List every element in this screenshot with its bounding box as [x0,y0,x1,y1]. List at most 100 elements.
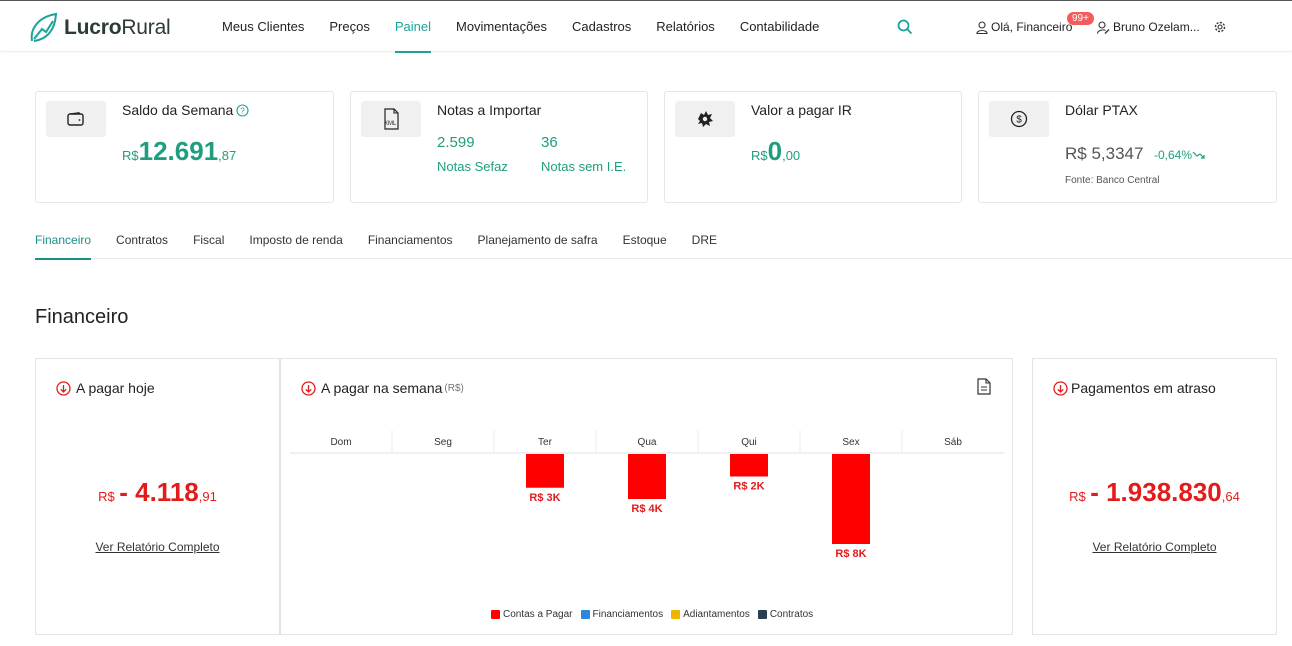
nav-contabilidade[interactable]: Contabilidade [739,19,820,34]
svg-text:?: ? [241,106,246,115]
arrow-down-circle-icon [1053,380,1068,396]
hoje-integer: - 4.118 [119,477,199,507]
hoje-title: A pagar hoje [76,380,155,396]
atraso-report-link[interactable]: Ver Relatório Completo [1092,540,1217,554]
help-icon[interactable]: ? [236,103,249,117]
saldo-title: Saldo da Semana [122,102,234,118]
wallet-icon-box [46,101,106,137]
gear-icon[interactable] [1214,21,1226,33]
nav-painel[interactable]: Painel [394,1,432,53]
main-nav: Meus Clientes Preços Painel Movimentaçõe… [222,1,844,53]
dolar-title: Dólar PTAX [1065,102,1138,118]
user-icon [976,20,988,34]
nav-meus-clientes[interactable]: Meus Clientes [222,19,305,34]
ir-integer: 0 [767,136,783,166]
panel-pagamentos-atraso: Pagamentos em atraso R$ - 1.938.830,64 V… [1032,358,1277,635]
legend-item-adiantamentos[interactable]: Adiantamentos [671,609,750,620]
dolar-change-text: -0,64% [1154,148,1193,162]
card-notas-importar[interactable]: XML Notas a Importar 2.599 Notas Sefaz 3… [350,91,648,203]
top-navbar: LucroRural Meus Clientes Preços Painel M… [0,0,1292,53]
tab-fiscal[interactable]: Fiscal [193,233,225,247]
xml-icon-box: XML [361,101,421,137]
arrow-down-circle-icon [56,380,71,396]
atraso-value: R$ - 1.938.830,64 [1033,477,1276,508]
legend-swatch [580,610,590,619]
tab-planejamento-safra[interactable]: Planejamento de safra [477,233,598,247]
nav-cadastros[interactable]: Cadastros [572,19,632,34]
panel-a-pagar-semana: A pagar na semana (R$) [280,358,1013,635]
notification-badge: 99+ [1067,12,1094,25]
notas-sem-ie-label: Notas sem I.E. [541,159,627,174]
card-valor-ir: Valor a pagar IR R$ 0 ,00 [664,91,962,203]
legend-label: Contas a Pagar [503,609,573,620]
panel-title: Pagamentos em atraso [1053,380,1216,396]
legend-label: Contratos [769,609,814,620]
saldo-value: R$ 12.691 ,87 [122,136,236,167]
legend-item-contas[interactable]: Contas a Pagar [491,609,573,620]
notas-sem-ie-count: 36 [541,134,558,151]
legend-swatch [757,610,767,619]
atraso-title: Pagamentos em atraso [1071,380,1216,396]
arrow-down-circle-icon [301,380,316,396]
notas-title: Notas a Importar [437,102,542,118]
lion-icon-box [675,101,735,137]
client-selector[interactable]: Bruno Ozelam... [1097,20,1200,34]
ir-title: Valor a pagar IR [751,102,852,118]
report-doc-icon[interactable] [977,378,991,395]
svg-text:$: $ [1016,115,1022,126]
logo-icon [30,12,58,42]
tab-dre[interactable]: DRE [691,233,717,247]
atraso-integer: - 1.938.830 [1090,477,1222,507]
trend-down-icon [1192,151,1205,159]
logo[interactable]: LucroRural [28,10,171,46]
tab-contratos[interactable]: Contratos [116,233,169,247]
user-edit-icon [1097,20,1110,34]
tab-financiamentos[interactable]: Financiamentos [367,233,453,247]
tab-imposto-renda[interactable]: Imposto de renda [249,233,343,247]
saldo-integer: 12.691 [138,136,219,166]
saldo-decimals: ,87 [218,148,237,163]
hoje-report-link[interactable]: Ver Relatório Completo [95,540,220,554]
search-icon[interactable] [897,19,913,35]
tab-financeiro[interactable]: Financeiro [35,222,92,260]
atraso-decimals: ,64 [1221,489,1240,504]
nav-relatorios[interactable]: Relatórios [656,19,715,34]
panel-title: A pagar na semana (R$) [301,380,464,396]
legend-swatch [491,610,500,619]
nav-precos[interactable]: Preços [329,19,370,34]
user-greeting: Olá, Financeiro [991,20,1073,34]
dashboard-tabs: Financeiro Contratos Fiscal Imposto de r… [35,222,1292,260]
dollar-coin-icon: $ [1010,110,1028,128]
ir-currency: R$ [751,148,768,163]
panel-a-pagar-hoje: A pagar hoje R$ - 4.118,91 Ver Relatório… [35,358,280,635]
nav-movimentacoes[interactable]: Movimentações [455,19,548,34]
xml-file-icon [384,108,399,130]
hoje-decimals: ,91 [198,489,217,504]
dollar-icon-box: $ [989,101,1049,137]
panel-title: A pagar hoje [56,380,155,396]
client-name: Bruno Ozelam... [1113,20,1200,34]
lion-icon [698,111,713,127]
semana-title: A pagar na semana [321,380,443,396]
dolar-change: -0,64% [1154,148,1206,162]
user-menu[interactable]: Olá, Financeiro [976,20,1072,34]
chart-legend: Contas a Pagar Financiamentos Adiantamen… [491,609,821,620]
wallet-icon [67,111,84,126]
legend-item-contratos[interactable]: Contratos [757,609,814,620]
legend-item-financiamentos[interactable]: Financiamentos [580,609,663,620]
dolar-value: R$ 5,3347 [1065,144,1144,163]
section-title: Financeiro [35,306,129,328]
saldo-currency: R$ [122,148,139,163]
card-title: Saldo da Semana ? [122,102,249,118]
notas-sefaz-count: 2.599 [437,134,475,151]
xml-label: XML [384,121,397,127]
notas-sefaz-label: Notas Sefaz [437,159,508,174]
ir-value: R$ 0 ,00 [751,136,800,167]
atraso-currency: R$ [1069,489,1086,504]
semana-unit: (R$) [444,382,464,394]
legend-swatch [671,610,681,619]
logo-text-light: Rural [121,16,171,39]
tab-estoque[interactable]: Estoque [622,233,667,247]
ir-decimals: ,00 [782,148,801,163]
legend-label: Adiantamentos [683,609,750,620]
